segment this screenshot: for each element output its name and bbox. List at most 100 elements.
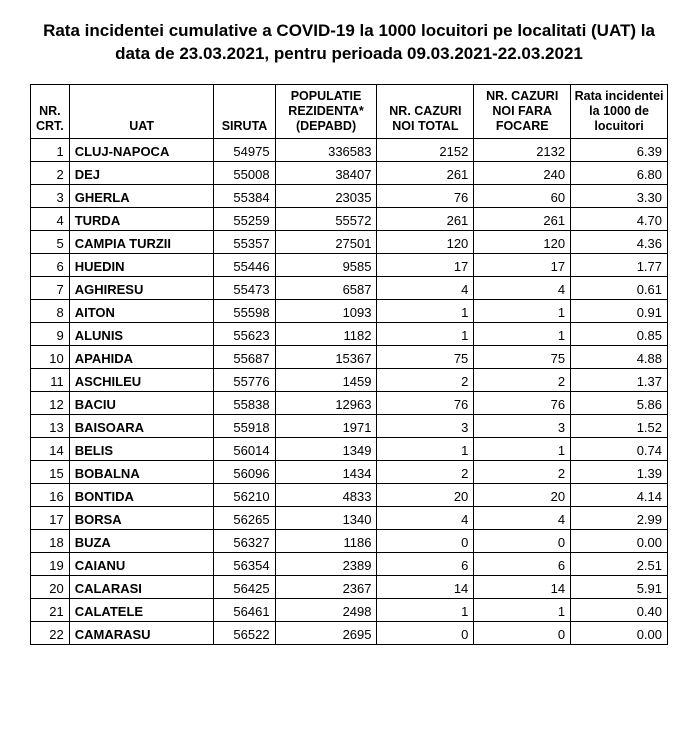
cell-uat: BUZA (69, 529, 214, 552)
cell-noi: 1 (474, 322, 571, 345)
cell-siruta: 55598 (214, 299, 275, 322)
cell-nr: 12 (31, 391, 70, 414)
cell-siruta: 55357 (214, 230, 275, 253)
table-row: 22CAMARASU565222695000.00 (31, 621, 668, 644)
table-row: 6HUEDIN55446958517171.77 (31, 253, 668, 276)
cell-rata: 3.30 (571, 184, 668, 207)
cell-rata: 6.39 (571, 138, 668, 161)
cell-siruta: 55918 (214, 414, 275, 437)
cell-rata: 0.40 (571, 598, 668, 621)
table-row: 21CALATELE564612498110.40 (31, 598, 668, 621)
cell-total: 3 (377, 414, 474, 437)
cell-uat: ALUNIS (69, 322, 214, 345)
table-row: 17BORSA562651340442.99 (31, 506, 668, 529)
cell-nr: 9 (31, 322, 70, 345)
cell-uat: BORSA (69, 506, 214, 529)
cell-siruta: 56354 (214, 552, 275, 575)
cell-noi: 2132 (474, 138, 571, 161)
cell-pop: 1349 (275, 437, 377, 460)
cell-pop: 38407 (275, 161, 377, 184)
cell-siruta: 56522 (214, 621, 275, 644)
cell-noi: 4 (474, 506, 571, 529)
cell-uat: GHERLA (69, 184, 214, 207)
cell-rata: 0.00 (571, 621, 668, 644)
cell-pop: 1182 (275, 322, 377, 345)
cell-pop: 1093 (275, 299, 377, 322)
cell-total: 75 (377, 345, 474, 368)
cell-noi: 60 (474, 184, 571, 207)
table-row: 18BUZA563271186000.00 (31, 529, 668, 552)
cell-pop: 1434 (275, 460, 377, 483)
cell-total: 261 (377, 161, 474, 184)
cell-uat: CAMARASU (69, 621, 214, 644)
cell-nr: 14 (31, 437, 70, 460)
cell-siruta: 55838 (214, 391, 275, 414)
cell-pop: 336583 (275, 138, 377, 161)
table-row: 12BACIU558381296376765.86 (31, 391, 668, 414)
cell-uat: CALATELE (69, 598, 214, 621)
table-row: 4TURDA55259555722612614.70 (31, 207, 668, 230)
cell-siruta: 55446 (214, 253, 275, 276)
cell-nr: 20 (31, 575, 70, 598)
cell-total: 6 (377, 552, 474, 575)
cell-nr: 13 (31, 414, 70, 437)
cell-siruta: 55687 (214, 345, 275, 368)
cell-uat: APAHIDA (69, 345, 214, 368)
cell-total: 2 (377, 368, 474, 391)
col-header-pop: POPULATIE REZIDENTA* (DEPABD) (275, 84, 377, 138)
cell-nr: 17 (31, 506, 70, 529)
cell-total: 76 (377, 391, 474, 414)
table-row: 5CAMPIA TURZII55357275011201204.36 (31, 230, 668, 253)
table-body: 1CLUJ-NAPOCA54975336583215221326.392DEJ5… (31, 138, 668, 644)
cell-rata: 4.88 (571, 345, 668, 368)
cell-uat: CLUJ-NAPOCA (69, 138, 214, 161)
cell-siruta: 56210 (214, 483, 275, 506)
cell-rata: 2.51 (571, 552, 668, 575)
cell-siruta: 56327 (214, 529, 275, 552)
cell-pop: 9585 (275, 253, 377, 276)
cell-siruta: 55008 (214, 161, 275, 184)
cell-pop: 2367 (275, 575, 377, 598)
cell-uat: DEJ (69, 161, 214, 184)
cell-noi: 76 (474, 391, 571, 414)
cell-rata: 6.80 (571, 161, 668, 184)
cell-noi: 20 (474, 483, 571, 506)
cell-uat: CAMPIA TURZII (69, 230, 214, 253)
page-title: Rata incidentei cumulative a COVID-19 la… (30, 20, 668, 66)
cell-noi: 240 (474, 161, 571, 184)
col-header-siruta: SIRUTA (214, 84, 275, 138)
cell-rata: 0.91 (571, 299, 668, 322)
cell-nr: 18 (31, 529, 70, 552)
cell-nr: 22 (31, 621, 70, 644)
cell-total: 4 (377, 276, 474, 299)
cell-pop: 23035 (275, 184, 377, 207)
cell-rata: 1.39 (571, 460, 668, 483)
table-row: 1CLUJ-NAPOCA54975336583215221326.39 (31, 138, 668, 161)
cell-siruta: 56425 (214, 575, 275, 598)
col-header-noi: NR. CAZURI NOI FARA FOCARE (474, 84, 571, 138)
cell-nr: 19 (31, 552, 70, 575)
cell-total: 0 (377, 529, 474, 552)
cell-uat: AITON (69, 299, 214, 322)
cell-nr: 4 (31, 207, 70, 230)
cell-total: 0 (377, 621, 474, 644)
cell-nr: 10 (31, 345, 70, 368)
cell-rata: 0.74 (571, 437, 668, 460)
cell-pop: 27501 (275, 230, 377, 253)
cell-pop: 55572 (275, 207, 377, 230)
col-header-total: NR. CAZURI NOI TOTAL (377, 84, 474, 138)
cell-nr: 8 (31, 299, 70, 322)
cell-rata: 0.85 (571, 322, 668, 345)
table-row: 13BAISOARA559181971331.52 (31, 414, 668, 437)
cell-noi: 14 (474, 575, 571, 598)
cell-rata: 4.14 (571, 483, 668, 506)
table-row: 8AITON555981093110.91 (31, 299, 668, 322)
cell-noi: 1 (474, 598, 571, 621)
cell-pop: 6587 (275, 276, 377, 299)
incidence-table: NR. CRT.UATSIRUTAPOPULATIE REZIDENTA* (D… (30, 84, 668, 645)
cell-siruta: 56265 (214, 506, 275, 529)
cell-total: 14 (377, 575, 474, 598)
cell-noi: 0 (474, 621, 571, 644)
col-header-rata: Rata incidentei la 1000 de locuitori (571, 84, 668, 138)
cell-siruta: 56014 (214, 437, 275, 460)
